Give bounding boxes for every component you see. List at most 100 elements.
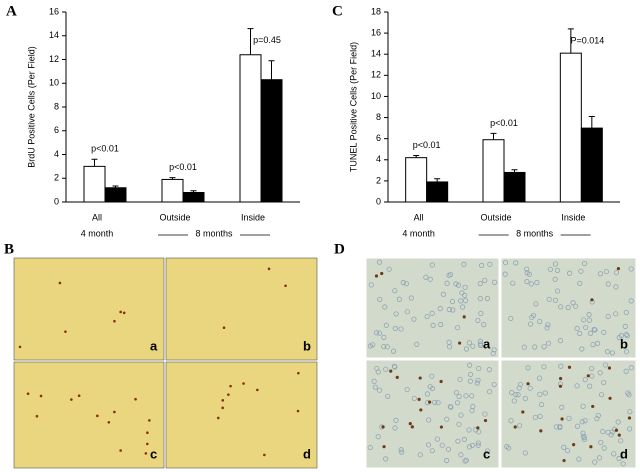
stained-cell — [558, 376, 563, 381]
micrograph — [365, 257, 500, 359]
bar — [482, 139, 505, 203]
nucleus — [581, 317, 587, 323]
nucleus — [371, 378, 377, 384]
nucleus — [618, 438, 624, 444]
nucleus — [605, 281, 611, 287]
nucleus — [597, 271, 603, 277]
stained-cell — [64, 330, 67, 333]
stained-cell — [145, 442, 149, 446]
nucleus — [577, 330, 583, 337]
micrograph-label: c — [150, 446, 157, 461]
nucleus — [573, 303, 579, 309]
stained-cell — [35, 414, 39, 418]
error-bar — [169, 177, 176, 180]
annotation: P=0.014 — [570, 35, 604, 45]
nucleus — [490, 350, 496, 357]
nucleus — [588, 365, 595, 372]
nucleus — [546, 296, 552, 303]
stained-cell — [483, 418, 488, 423]
nucleus — [391, 363, 398, 369]
nucleus — [437, 306, 443, 312]
nucleus — [479, 262, 485, 269]
nucleus — [597, 370, 603, 376]
nucleus — [552, 276, 558, 282]
nucleus — [466, 362, 473, 368]
stained-cell — [439, 379, 443, 384]
nucleus — [528, 321, 534, 327]
nucleus — [613, 311, 619, 317]
nucleus — [541, 344, 547, 350]
stained-cell — [560, 417, 564, 421]
micrograph — [500, 257, 637, 359]
nucleus — [377, 296, 383, 303]
nucleus — [453, 389, 460, 396]
nucleus — [574, 325, 580, 332]
nucleus — [438, 321, 444, 328]
nucleus — [482, 411, 488, 417]
nucleus — [601, 329, 607, 335]
nucleus — [582, 377, 588, 383]
nucleus — [545, 322, 551, 328]
nucleus — [408, 295, 414, 301]
bar — [239, 54, 262, 203]
nucleus — [392, 325, 398, 332]
micrograph-label: a — [483, 336, 491, 351]
nucleus — [561, 444, 567, 450]
nucleus — [574, 423, 581, 429]
nucleus — [581, 436, 587, 443]
stained-cell — [374, 274, 379, 278]
nucleus — [463, 393, 469, 399]
stained-cell — [296, 409, 300, 413]
nucleus — [598, 392, 605, 398]
nucleus — [510, 280, 516, 286]
stained-cell — [572, 443, 576, 447]
stained-cell — [418, 376, 422, 380]
nucleus — [626, 426, 633, 432]
stained-cell — [526, 382, 530, 386]
nucleus — [580, 403, 586, 409]
stained-cell — [562, 458, 566, 463]
nucleus — [509, 390, 515, 396]
nucleus — [542, 390, 548, 396]
y-tick-label: 14 — [371, 49, 381, 59]
nucleus — [429, 373, 435, 379]
nucleus — [449, 298, 456, 305]
nucleus — [623, 309, 629, 316]
nucleus — [482, 277, 488, 283]
nucleus — [605, 313, 611, 320]
nucleus — [430, 322, 436, 328]
nucleus — [567, 270, 573, 276]
nucleus — [423, 274, 429, 280]
nucleus — [628, 298, 634, 304]
stained-cell — [148, 419, 151, 422]
stained-cell — [419, 408, 423, 412]
nucleus — [587, 330, 594, 336]
nucleus — [515, 392, 521, 398]
stained-cell — [476, 426, 480, 430]
panel-label: A — [6, 3, 17, 19]
micrograph-label: b — [303, 338, 311, 353]
nucleus — [623, 331, 629, 338]
nucleus — [460, 304, 466, 310]
nucleus — [458, 298, 464, 304]
nucleus — [404, 386, 410, 393]
nucleus — [367, 444, 373, 451]
panel-label: B — [4, 241, 14, 257]
stained-cell — [58, 281, 62, 285]
nucleus — [383, 366, 389, 372]
nucleus — [524, 270, 530, 276]
nucleus — [559, 404, 565, 410]
y-tick-label: 10 — [371, 91, 381, 101]
nucleus — [547, 266, 554, 272]
nucleus — [455, 438, 461, 444]
stained-cell — [608, 396, 612, 400]
stained-cell — [417, 397, 421, 401]
y-tick-label: 4 — [376, 154, 381, 164]
nucleus — [533, 301, 539, 307]
nucleus — [398, 447, 404, 453]
micrograph — [365, 359, 500, 469]
nucleus — [564, 448, 571, 454]
nucleus — [469, 442, 476, 448]
stained-cell — [216, 416, 220, 420]
nucleus — [461, 261, 467, 267]
